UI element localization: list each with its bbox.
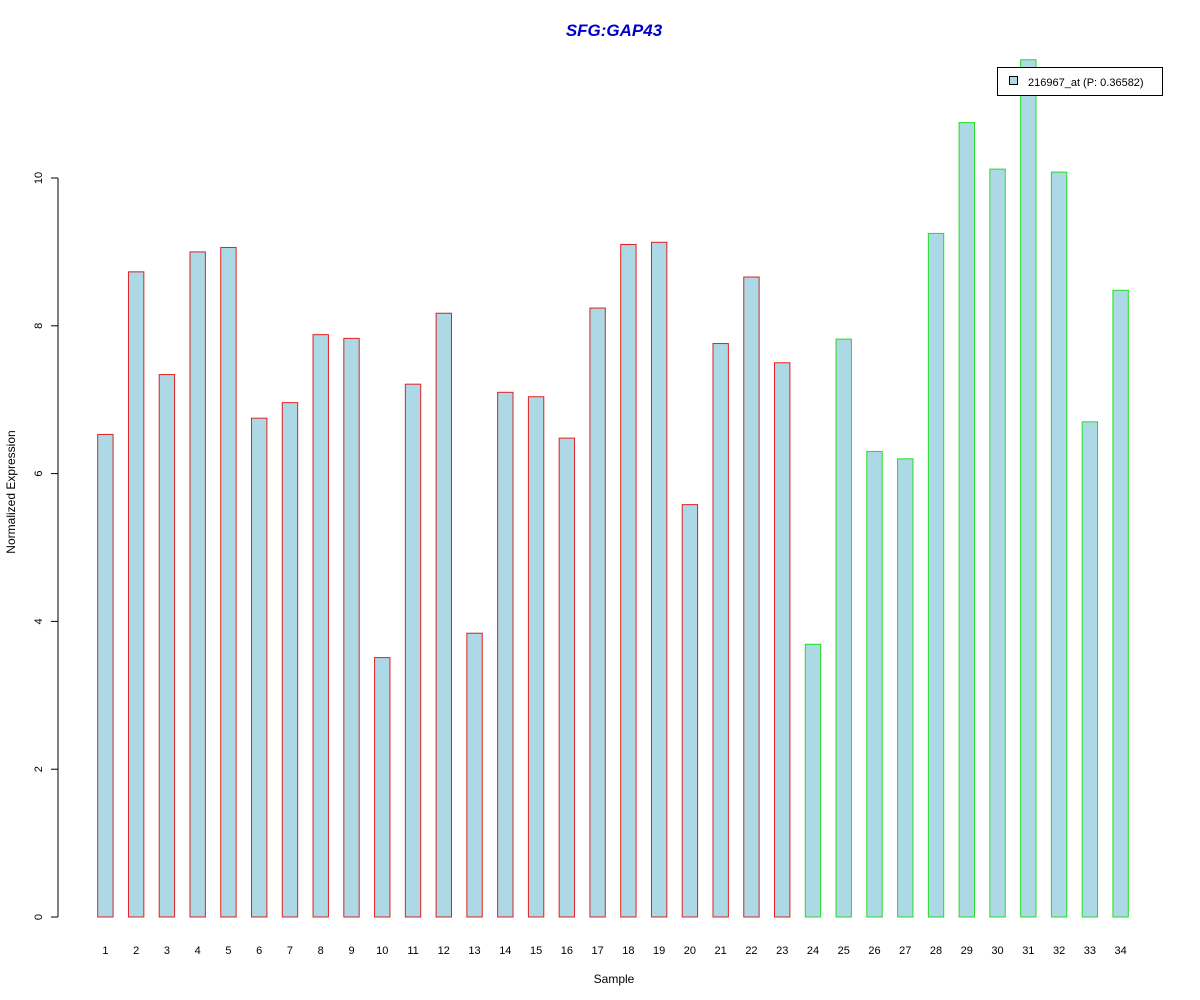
legend-label: 216967_at (P: 0.36582) [1028, 77, 1144, 89]
bar [189, 251, 206, 918]
x-tick-labels: 1 2 3 4 5 6 7 8 9 10 11 12 13 14 15 16 17 18 19 20 21 22 23 24 2… [102, 945, 1126, 957]
bar [650, 241, 668, 918]
bar [435, 312, 452, 918]
x-tick-label: 31 [1022, 945, 1034, 957]
bar [343, 337, 360, 918]
x-tick-label: 21 [715, 945, 727, 957]
bar [927, 232, 945, 918]
bar [743, 276, 760, 918]
bar [1112, 289, 1129, 918]
bar [589, 307, 606, 918]
x-tick-label: 30 [991, 945, 1003, 957]
x-tick-label: 10 [376, 945, 388, 957]
y-axis-title: Normalized Expression [4, 430, 18, 553]
x-tick-label: 11 [407, 945, 418, 957]
x-tick-label: 15 [530, 945, 542, 957]
bar [989, 168, 1006, 918]
x-axis-title: Sample [594, 972, 635, 986]
bar [1050, 171, 1068, 918]
x-tick-label: 2 [133, 945, 139, 957]
bar [620, 244, 637, 918]
bar [497, 391, 514, 918]
x-tick-label: 25 [838, 945, 850, 957]
y-tick-label: 4 [33, 618, 45, 624]
chart-title: SFG:GAP43 [566, 21, 663, 40]
bar [527, 396, 545, 918]
y-tick-label: 8 [33, 323, 45, 329]
bar [866, 450, 883, 918]
bar [774, 362, 791, 918]
bar [712, 343, 729, 918]
x-tick-label: 5 [225, 945, 231, 957]
bar [220, 246, 237, 918]
x-tick-label: 18 [622, 945, 634, 957]
x-tick-label: 32 [1053, 945, 1065, 957]
bar [558, 437, 576, 918]
x-tick-label: 20 [684, 945, 696, 957]
x-tick-label: 29 [961, 945, 973, 957]
bar [158, 374, 176, 918]
y-tick-label: 6 [33, 471, 45, 477]
bar [404, 383, 422, 918]
x-tick-label: 26 [868, 945, 880, 957]
x-tick-label: 13 [468, 945, 480, 957]
x-tick-label: 6 [256, 945, 262, 957]
x-tick-label: 28 [930, 945, 942, 957]
bar [281, 402, 299, 918]
x-tick-label: 23 [776, 945, 788, 957]
bar [681, 504, 699, 918]
x-tick-label: 27 [899, 945, 911, 957]
bar [312, 334, 329, 918]
bar [127, 271, 145, 918]
bar [251, 417, 268, 918]
bar [97, 433, 114, 918]
x-tick-label: 4 [195, 945, 201, 957]
bar [958, 122, 975, 918]
x-tick-label: 3 [164, 945, 170, 957]
x-tick-label: 16 [561, 945, 573, 957]
x-tick-label: 34 [1114, 945, 1126, 957]
x-tick-label: 9 [348, 945, 354, 957]
bars [97, 59, 1129, 918]
x-tick-label: 1 [102, 945, 108, 957]
bar [466, 632, 483, 918]
x-tick-label: 14 [499, 945, 511, 957]
bar [804, 643, 822, 918]
legend-box [997, 67, 1163, 96]
x-tick-label: 19 [653, 945, 665, 957]
legend: 216967_at (P: 0.36582) [997, 67, 1163, 96]
bar [1081, 421, 1099, 918]
legend-swatch [1009, 76, 1018, 85]
x-tick-label: 24 [807, 945, 819, 957]
bar [374, 657, 391, 918]
x-tick-label: 7 [287, 945, 293, 957]
bar [897, 458, 914, 918]
bar [1020, 59, 1037, 918]
bar [835, 338, 852, 918]
y-tick-label: 0 [33, 914, 45, 920]
x-tick-label: 22 [745, 945, 757, 957]
x-tick-label: 12 [438, 945, 450, 957]
y-tick-label: 2 [33, 766, 45, 772]
x-tick-label: 33 [1084, 945, 1096, 957]
x-tick-label: 17 [591, 945, 603, 957]
y-tick-label: 10 [33, 172, 45, 184]
y-axis: 0 2 4 6 8 10 [33, 172, 59, 920]
x-tick-label: 8 [318, 945, 324, 957]
